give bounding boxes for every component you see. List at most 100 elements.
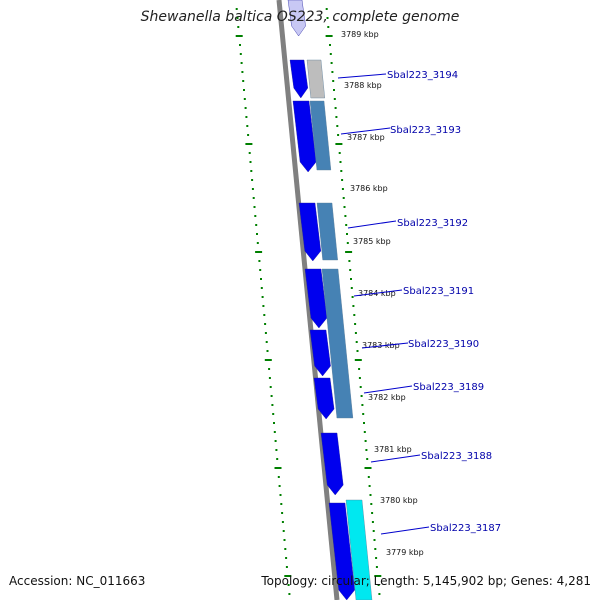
right-ring-dot — [341, 179, 344, 181]
right-ring-dot — [353, 314, 356, 316]
cog-gene-block[interactable] — [309, 100, 332, 171]
left-ring-dot — [248, 152, 251, 154]
right-ring-dot — [329, 53, 332, 55]
left-ring-dot — [277, 476, 280, 478]
gene-arrow[interactable] — [328, 502, 355, 600]
right-ring-dot — [372, 530, 375, 532]
left-ring-dot — [281, 521, 284, 523]
right-ring-dot — [371, 521, 374, 523]
left-ring-dot — [251, 179, 254, 181]
genome-summary-text: Topology: circular; Length: 5,145,902 bp… — [261, 574, 591, 588]
cog-gene-block[interactable] — [345, 499, 373, 600]
right-ring-dot — [366, 458, 369, 460]
left-ring-major-tick — [264, 359, 272, 361]
forward-strand-genes — [287, 0, 355, 600]
left-ring-dot — [285, 557, 288, 559]
left-ring-dot — [272, 413, 275, 415]
gene-label[interactable]: Sbal223_3191 — [403, 286, 474, 297]
right-ring-dot — [369, 494, 372, 496]
right-ring-dot — [367, 476, 370, 478]
left-ring-dot — [270, 395, 273, 397]
left-ring-dot — [264, 332, 267, 334]
right-ring-dot — [377, 584, 380, 586]
right-ring-dot — [327, 26, 330, 28]
right-ring-dot — [348, 260, 351, 262]
left-ring-dot — [256, 242, 259, 244]
right-ring-dot — [351, 296, 354, 298]
right-ring-dot — [346, 233, 348, 235]
left-ring-dot — [258, 260, 261, 262]
gene-arrow[interactable] — [298, 202, 322, 262]
left-ring-dot — [239, 44, 241, 46]
left-ring-dot — [275, 449, 278, 451]
right-ring-dot — [344, 215, 347, 217]
right-ring-dot — [370, 503, 373, 505]
right-ring-dot — [352, 305, 355, 307]
gene-label-leader-line — [353, 289, 403, 297]
right-ring-dot — [333, 89, 335, 91]
gene-label[interactable]: Sbal223_3190 — [408, 339, 479, 350]
left-ring-dot — [278, 485, 281, 487]
left-ring-dot — [279, 494, 282, 496]
gene-label[interactable]: Sbal223_3193 — [390, 125, 461, 136]
left-ring-dot — [280, 503, 283, 505]
gene-label[interactable]: Sbal223_3189 — [413, 382, 484, 393]
right-ring-dot — [358, 368, 361, 370]
right-ring-dot — [374, 548, 377, 550]
gene-arrow[interactable] — [320, 432, 344, 496]
gene-label[interactable]: Sbal223_3188 — [421, 451, 492, 462]
cog-gene-block[interactable] — [321, 268, 354, 419]
left-ring-dot — [283, 539, 286, 541]
left-ring-dot — [235, 8, 238, 10]
cog-gene-block[interactable] — [306, 59, 326, 99]
left-ring-dot — [255, 224, 258, 226]
cog-colored-genes — [306, 59, 373, 600]
gene-label[interactable]: Sbal223_3194 — [387, 70, 458, 81]
gene-arrow[interactable] — [309, 329, 331, 377]
right-ring-major-tick — [335, 143, 343, 145]
gene-arrow[interactable] — [287, 0, 306, 37]
left-ring-dot — [240, 62, 243, 64]
gene-arrow[interactable] — [289, 59, 309, 99]
gene-labels: Sbal223_3194 Sbal223_3193 Sbal223_3192 Sbal… — [337, 70, 501, 535]
left-ring-dot — [256, 233, 258, 235]
right-ring-dot — [349, 269, 352, 271]
right-ring-dot — [329, 44, 331, 46]
left-ring-dot — [260, 287, 263, 289]
right-ring-dot — [335, 116, 338, 118]
gene-label-leader-line — [337, 73, 387, 79]
left-ring-dot — [266, 350, 269, 352]
right-ring-dot — [337, 134, 340, 136]
left-ring-dot — [281, 512, 284, 514]
right-ring-dot — [365, 449, 368, 451]
right-ring-major-tick — [345, 251, 353, 253]
gene-arrow[interactable] — [313, 377, 335, 420]
left-ring-dot — [239, 53, 242, 55]
kbp-label: 3780 kbp — [380, 496, 418, 505]
right-ring-dot — [339, 161, 342, 163]
right-ring-major-tick — [364, 467, 372, 469]
left-ring-dot — [276, 458, 279, 460]
genome-title: Shewanella baltica OS223, complete genom… — [140, 9, 460, 25]
left-ring-dot — [244, 107, 247, 109]
cog-gene-block[interactable] — [316, 202, 338, 261]
kbp-label: 3789 kbp — [341, 30, 379, 39]
gene-arrow[interactable] — [292, 100, 317, 173]
left-ring-dot — [274, 440, 277, 442]
right-ring-major-tick — [374, 575, 382, 577]
right-ring-dot — [343, 206, 346, 208]
kbp-label: 3786 kbp — [350, 184, 388, 193]
right-ring-dot — [362, 413, 365, 415]
left-ring-dot — [243, 98, 246, 100]
left-ring-dot — [241, 71, 244, 73]
left-ring-dot — [246, 125, 249, 127]
left-ring-dot — [282, 530, 285, 532]
gene-arrow[interactable] — [304, 268, 328, 329]
gene-label[interactable]: Sbal223_3187 — [430, 523, 501, 534]
gene-label[interactable]: Sbal223_3192 — [397, 218, 468, 229]
right-ring-major-tick — [354, 359, 362, 361]
right-ring-dot — [330, 62, 333, 64]
right-ring-dot — [368, 485, 371, 487]
gene-label-leader-line — [340, 127, 391, 135]
